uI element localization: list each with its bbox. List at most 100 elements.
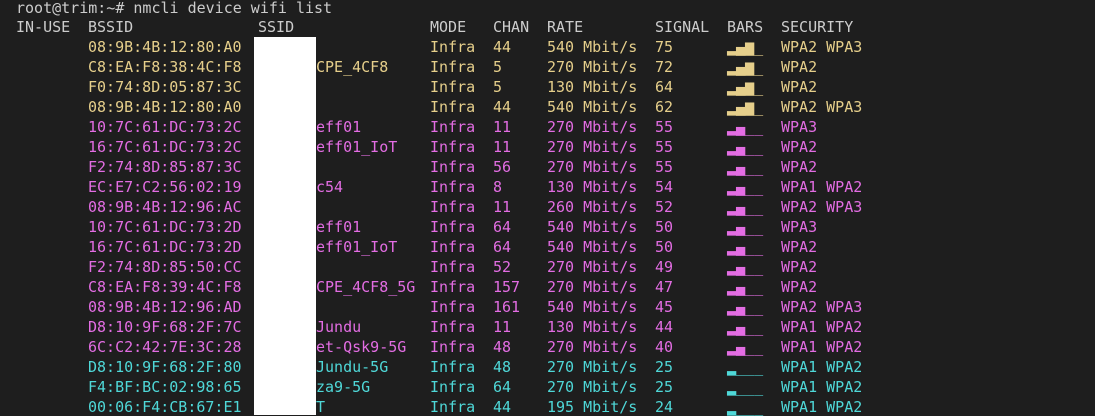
chan-cell: 161	[493, 298, 521, 316]
mode-cell: Infra	[430, 238, 476, 256]
bssid-cell: EC:E7:C2:56:02:19	[88, 178, 242, 196]
mode-cell: Infra	[430, 398, 476, 416]
mode-cell: Infra	[430, 318, 476, 336]
signal-cell: 25	[655, 378, 674, 396]
bssid-cell: 6C:C2:42:7E:3C:28	[88, 338, 242, 356]
bssid-cell: D8:10:9F:68:2F:80	[88, 358, 242, 376]
bssid-cell: F0:74:8D:05:87:3C	[88, 78, 242, 96]
security-cell: WPA2	[781, 158, 818, 176]
bssid-cell: 10:7C:61:DC:73:2D	[88, 218, 242, 236]
ssid-cell: eff01_IoT	[316, 138, 398, 156]
rate-cell: 270 Mbit/s	[547, 118, 638, 136]
bssid-cell: D8:10:9F:68:2F:7C	[88, 318, 242, 336]
chan-cell: 64	[493, 378, 512, 396]
mode-cell: Infra	[430, 118, 476, 136]
column-header: CHAN	[493, 18, 530, 36]
rate-cell: 540 Mbit/s	[547, 38, 638, 56]
ssid-cell: Jundu	[316, 318, 362, 336]
ssid-cell: Jundu-5G	[316, 358, 389, 376]
bssid-cell: 16:7C:61:DC:73:2D	[88, 238, 242, 256]
signal-cell: 52	[655, 198, 674, 216]
signal-bars: ▂▄__	[727, 138, 764, 156]
security-cell: WPA2	[781, 278, 818, 296]
bssid-cell: C8:EA:F8:39:4C:F8	[88, 278, 242, 296]
ssid-cell: c54	[316, 178, 344, 196]
chan-cell: 11	[493, 138, 512, 156]
rate-cell: 540 Mbit/s	[547, 238, 638, 256]
security-cell: WPA1 WPA2	[781, 398, 863, 416]
column-header: MODE	[430, 18, 467, 36]
chan-cell: 8	[493, 178, 503, 196]
security-cell: WPA1 WPA2	[781, 358, 863, 376]
ssid-cell: za9-5G	[316, 378, 371, 396]
signal-bars: ▂▄▆_	[727, 58, 764, 76]
rate-cell: 270 Mbit/s	[547, 378, 638, 396]
signal-bars: ▂▄__	[727, 178, 764, 196]
mode-cell: Infra	[430, 58, 476, 76]
bssid-cell: 08:9B:4B:12:96:AD	[88, 298, 242, 316]
signal-bars: ▂▄__	[727, 258, 764, 276]
signal-cell: 55	[655, 118, 674, 136]
signal-cell: 44	[655, 318, 674, 336]
signal-cell: 40	[655, 338, 674, 356]
prompt: root@trim:~# nmcli device wifi list	[16, 0, 333, 17]
ssid-cell: CPE_4CF8	[316, 58, 389, 76]
signal-bars: ▂▄▆_	[727, 38, 764, 56]
signal-bars: ▂▄__	[727, 218, 764, 236]
rate-cell: 260 Mbit/s	[547, 198, 638, 216]
mode-cell: Infra	[430, 358, 476, 376]
security-cell: WPA2	[781, 78, 818, 96]
bssid-cell: 08:9B:4B:12:80:A0	[88, 38, 242, 56]
column-header: SECURITY	[781, 18, 854, 36]
security-cell: WPA2	[781, 258, 818, 276]
mode-cell: Infra	[430, 338, 476, 356]
chan-cell: 64	[493, 218, 512, 236]
signal-cell: 55	[655, 158, 674, 176]
bssid-cell: 08:9B:4B:12:80:A0	[88, 98, 242, 116]
signal-bars: ▂___	[727, 398, 764, 416]
signal-bars: ▂▄__	[727, 318, 764, 336]
signal-cell: 49	[655, 258, 674, 276]
chan-cell: 44	[493, 98, 512, 116]
rate-cell: 270 Mbit/s	[547, 278, 638, 296]
chan-cell: 56	[493, 158, 512, 176]
chan-cell: 11	[493, 318, 512, 336]
bssid-cell: F4:BF:BC:02:98:65	[88, 378, 242, 396]
column-header: BSSID	[88, 18, 134, 36]
bssid-cell: F2:74:8D:85:87:3C	[88, 158, 242, 176]
security-cell: WPA1 WPA2	[781, 338, 863, 356]
ssid-cell: T	[316, 398, 326, 416]
security-cell: WPA2 WPA3	[781, 98, 863, 116]
mode-cell: Infra	[430, 78, 476, 96]
security-cell: WPA2 WPA3	[781, 298, 863, 316]
mode-cell: Infra	[430, 178, 476, 196]
chan-cell: 11	[493, 198, 512, 216]
security-cell: WPA3	[781, 118, 818, 136]
signal-bars: ▂▄__	[727, 298, 764, 316]
rate-cell: 540 Mbit/s	[547, 218, 638, 236]
rate-cell: 270 Mbit/s	[547, 58, 638, 76]
ssid-cell: eff01	[316, 218, 362, 236]
signal-cell: 50	[655, 218, 674, 236]
bssid-cell: F2:74:8D:85:50:CC	[88, 258, 242, 276]
bssid-cell: 00:06:F4:CB:67:E1	[88, 398, 242, 416]
rate-cell: 270 Mbit/s	[547, 358, 638, 376]
signal-cell: 47	[655, 278, 674, 296]
mode-cell: Infra	[430, 158, 476, 176]
signal-cell: 64	[655, 78, 674, 96]
column-header: BARS	[727, 18, 764, 36]
signal-cell: 75	[655, 38, 674, 56]
rate-cell: 130 Mbit/s	[547, 318, 638, 336]
ssid-cell: eff01	[316, 118, 362, 136]
security-cell: WPA1 WPA2	[781, 378, 863, 396]
column-header: SSID	[258, 18, 295, 36]
bssid-cell: 10:7C:61:DC:73:2C	[88, 118, 242, 136]
signal-bars: ▂▄__	[727, 158, 764, 176]
rate-cell: 540 Mbit/s	[547, 298, 638, 316]
security-cell: WPA1 WPA2	[781, 178, 863, 196]
signal-cell: 50	[655, 238, 674, 256]
chan-cell: 11	[493, 118, 512, 136]
signal-bars: ▂▄__	[727, 278, 764, 296]
mode-cell: Infra	[430, 298, 476, 316]
ssid-cell: eff01_IoT	[316, 238, 398, 256]
